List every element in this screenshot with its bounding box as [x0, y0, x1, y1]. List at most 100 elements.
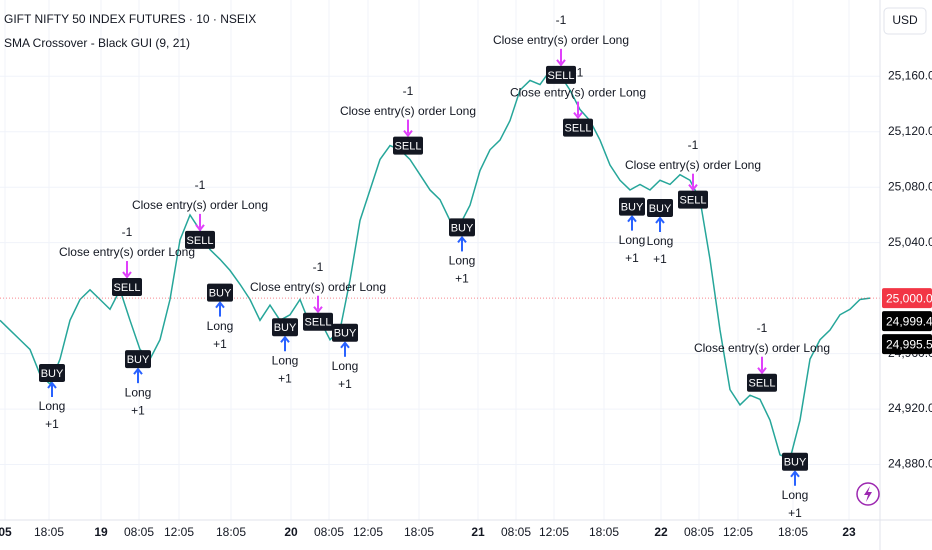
- signal-text: Close entry(s) order Long: [510, 86, 646, 100]
- signal-label: SELL: [749, 378, 776, 390]
- signal-label: BUY: [127, 354, 150, 366]
- signal-label: BUY: [274, 322, 297, 334]
- y-tick-label: 25,040.0: [888, 235, 932, 249]
- signal-label: BUY: [451, 222, 474, 234]
- x-tick-label: 18:05: [404, 525, 434, 539]
- x-tick-label: 22: [654, 525, 668, 539]
- signal-marker: [563, 118, 593, 137]
- x-tick-label: 12:05: [723, 525, 753, 539]
- signal-qty: -1: [313, 260, 324, 274]
- signal-text: Long: [449, 254, 476, 268]
- signal-qty: +1: [788, 506, 802, 520]
- signal: Long +1 BUY: [782, 452, 808, 520]
- lightning-icon: [864, 486, 872, 502]
- signal: Long +1 BUY: [332, 323, 359, 391]
- signal-arrow: [215, 300, 225, 309]
- signal-arrow: [195, 224, 205, 232]
- price-badge-label: 24,995.5: [886, 337, 932, 351]
- signal-marker: [619, 197, 645, 216]
- y-tick-label: 25,080.0: [888, 179, 932, 193]
- signal-marker: [272, 318, 298, 337]
- price-badge-label: 24,999.4: [886, 314, 932, 328]
- signal: Long +1 BUY: [125, 350, 151, 417]
- signal-arrow: [280, 335, 290, 343]
- signal-label: SELL: [187, 235, 214, 247]
- signal-qty: +1: [625, 251, 639, 265]
- signal: Close entry(s) order Long -1 SELL: [510, 66, 646, 137]
- x-tick-label: 12:05: [353, 525, 383, 539]
- signal-label: BUY: [784, 457, 807, 469]
- signal-marker: [747, 373, 777, 392]
- signal-qty: +1: [653, 252, 667, 266]
- y-tick-label: 25,160.0: [888, 68, 932, 82]
- grid: [0, 0, 880, 520]
- signal-label: BUY: [621, 202, 644, 214]
- signal-marker: [39, 364, 65, 383]
- y-tick-label: 25,120.0: [888, 124, 932, 138]
- currency-button[interactable]: [883, 7, 927, 35]
- chart-subtitle: SMA Crossover - Black GUI (9, 21): [4, 36, 190, 50]
- x-tick-label: 12:05: [164, 525, 194, 539]
- x-tick-label: 18:05: [216, 525, 246, 539]
- signal-text: Long: [207, 319, 234, 333]
- signal-text: Close entry(s) order Long: [694, 341, 830, 355]
- signal-marker: [207, 283, 233, 302]
- signal: Long +1 BUY: [39, 364, 66, 431]
- price-badge: [882, 288, 932, 309]
- signal-arrow: [757, 367, 767, 375]
- signal-arrow: [122, 271, 132, 279]
- signal-marker: [303, 312, 333, 331]
- signal-marker: [678, 190, 708, 209]
- signal-arrow: [47, 381, 57, 389]
- x-tick-label: 12:05: [539, 525, 569, 539]
- signal-arrow: [457, 235, 467, 244]
- signal-label: BUY: [649, 203, 672, 215]
- x-tick-label: 08:05: [501, 525, 531, 539]
- x-tick-label: 18:05: [589, 525, 619, 539]
- signal-qty: +1: [278, 371, 292, 385]
- signal-arrow: [790, 470, 800, 478]
- signal-label: SELL: [395, 141, 422, 153]
- signal-qty: -1: [403, 84, 414, 98]
- signal-marker: [449, 218, 475, 237]
- signal-label: BUY: [41, 368, 64, 380]
- signal-text: Long: [332, 359, 359, 373]
- signal-arrow: [655, 216, 665, 224]
- price-badge: [882, 311, 932, 332]
- signal-text: Long: [39, 399, 66, 413]
- x-tick-label: 08:05: [684, 525, 714, 539]
- signal-arrow: [340, 341, 350, 349]
- signal: Long +1 BUY: [207, 283, 234, 351]
- signal-text: Close entry(s) order Long: [132, 198, 268, 212]
- signal-text: Long: [619, 233, 646, 247]
- signal-marker: [546, 65, 576, 84]
- signal-arrow: [133, 367, 143, 375]
- signal-marker: [125, 350, 151, 369]
- signal-arrow: [403, 129, 413, 138]
- signal-label: SELL: [565, 122, 592, 134]
- signal-label: BUY: [334, 328, 357, 340]
- signals: Long +1 BUY Close entry(s) order Long -1 SELL…: [39, 13, 830, 520]
- y-tick-label: 24,880.0: [888, 457, 932, 471]
- x-tick-label: 18:05: [778, 525, 808, 539]
- signal-qty: +1: [338, 377, 352, 391]
- currency-label[interactable]: USD: [892, 13, 918, 27]
- signal-arrow: [688, 184, 698, 192]
- signal: Long +1 BUY: [619, 197, 646, 265]
- signal-text: Close entry(s) order Long: [250, 280, 386, 294]
- signal: Long +1 BUY: [449, 218, 476, 286]
- y-tick-label: 24,920.0: [888, 401, 932, 415]
- x-tick-label: 18:05: [34, 525, 64, 539]
- price-badge-label: 25,000.0: [886, 291, 932, 305]
- signal-marker: [332, 323, 358, 342]
- signal-qty: -1: [573, 66, 584, 80]
- signal-marker: [647, 199, 673, 217]
